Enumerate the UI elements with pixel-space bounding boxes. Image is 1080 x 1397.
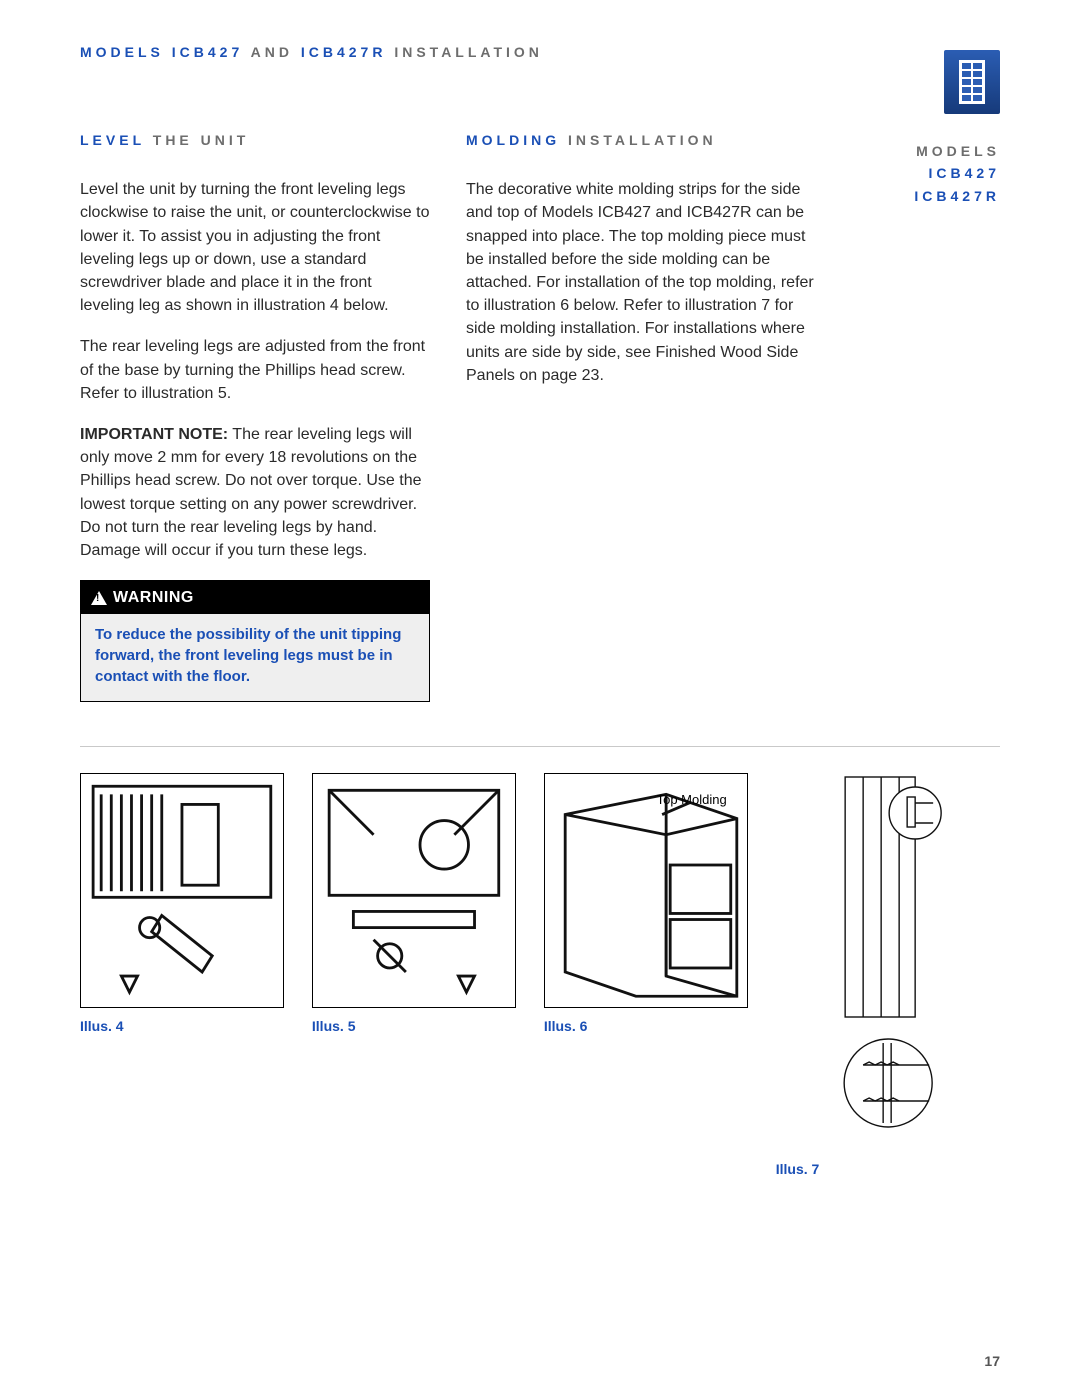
side-model-2: ICB427R bbox=[914, 185, 1000, 207]
page-number: 17 bbox=[984, 1353, 1000, 1369]
molding-para-1: The decorative white molding strips for … bbox=[466, 178, 816, 387]
illus-4-sketch bbox=[81, 774, 283, 1006]
molding-heading: MOLDING INSTALLATION bbox=[466, 130, 816, 150]
page-header: MODELS ICB427 AND ICB427R INSTALLATION bbox=[80, 44, 1000, 60]
illus-6-cell: Top Molding Illus. 6 bbox=[544, 773, 748, 1033]
brand-icon bbox=[944, 50, 1000, 114]
side-models-title: MODELS bbox=[914, 140, 1000, 162]
level-para-3: IMPORTANT NOTE: The rear leveling legs w… bbox=[80, 423, 430, 562]
illus-5-frame bbox=[312, 773, 516, 1007]
level-para-2: The rear leveling legs are adjusted from… bbox=[80, 335, 430, 405]
illus-4-frame bbox=[80, 773, 284, 1007]
illus-6-sketch bbox=[545, 774, 747, 1006]
illus-4-caption: Illus. 4 bbox=[80, 1018, 284, 1034]
important-note-label: IMPORTANT NOTE: bbox=[80, 426, 228, 443]
illus-7-sketch bbox=[776, 773, 1000, 1153]
side-model-labels: MODELS ICB427 ICB427R bbox=[914, 140, 1000, 207]
level-para-1: Level the unit by turning the front leve… bbox=[80, 178, 430, 317]
header-models: MODELS bbox=[80, 44, 164, 60]
left-column: LEVEL THE UNIT Level the unit by turning… bbox=[80, 130, 430, 702]
top-molding-label: Top Molding bbox=[657, 792, 727, 807]
right-column: MOLDING INSTALLATION The decorative whit… bbox=[466, 130, 816, 702]
section-divider bbox=[80, 746, 1000, 747]
illus-5-cell: Illus. 5 bbox=[312, 773, 516, 1033]
header-and: AND bbox=[251, 44, 293, 60]
illus-5-sketch bbox=[313, 774, 515, 1006]
illus-4-cell: Illus. 4 bbox=[80, 773, 284, 1033]
warning-triangle-icon bbox=[91, 591, 107, 605]
side-model-1: ICB427 bbox=[914, 162, 1000, 184]
illus-7-frame bbox=[776, 773, 1000, 1153]
header-icb427r: ICB427R bbox=[301, 44, 387, 60]
illus-6-frame: Top Molding bbox=[544, 773, 748, 1007]
illustration-row: Illus. 4 Illus. 5 Top Molding bbox=[80, 773, 1000, 1177]
illus-5-caption: Illus. 5 bbox=[312, 1018, 516, 1034]
illus-7-cell: Illus. 7 bbox=[776, 773, 1000, 1177]
warning-body: To reduce the possibility of the unit ti… bbox=[81, 614, 429, 701]
illus-7-caption: Illus. 7 bbox=[776, 1161, 1000, 1177]
brand-icon-grid bbox=[959, 60, 985, 104]
important-note-text: The rear leveling legs will only move 2 … bbox=[80, 426, 422, 559]
warning-header: WARNING bbox=[81, 581, 429, 614]
molding-heading-gray: INSTALLATION bbox=[568, 132, 717, 148]
illus-6-caption: Illus. 6 bbox=[544, 1018, 748, 1034]
header-installation: INSTALLATION bbox=[394, 44, 543, 60]
molding-heading-blue: MOLDING bbox=[466, 132, 560, 148]
warning-box: WARNING To reduce the possibility of the… bbox=[80, 580, 430, 702]
level-heading-blue: LEVEL bbox=[80, 132, 145, 148]
warning-label: WARNING bbox=[113, 586, 194, 609]
level-heading: LEVEL THE UNIT bbox=[80, 130, 430, 150]
spacer-column bbox=[852, 130, 972, 702]
level-heading-gray: THE UNIT bbox=[153, 132, 250, 148]
header-icb427: ICB427 bbox=[172, 44, 243, 60]
